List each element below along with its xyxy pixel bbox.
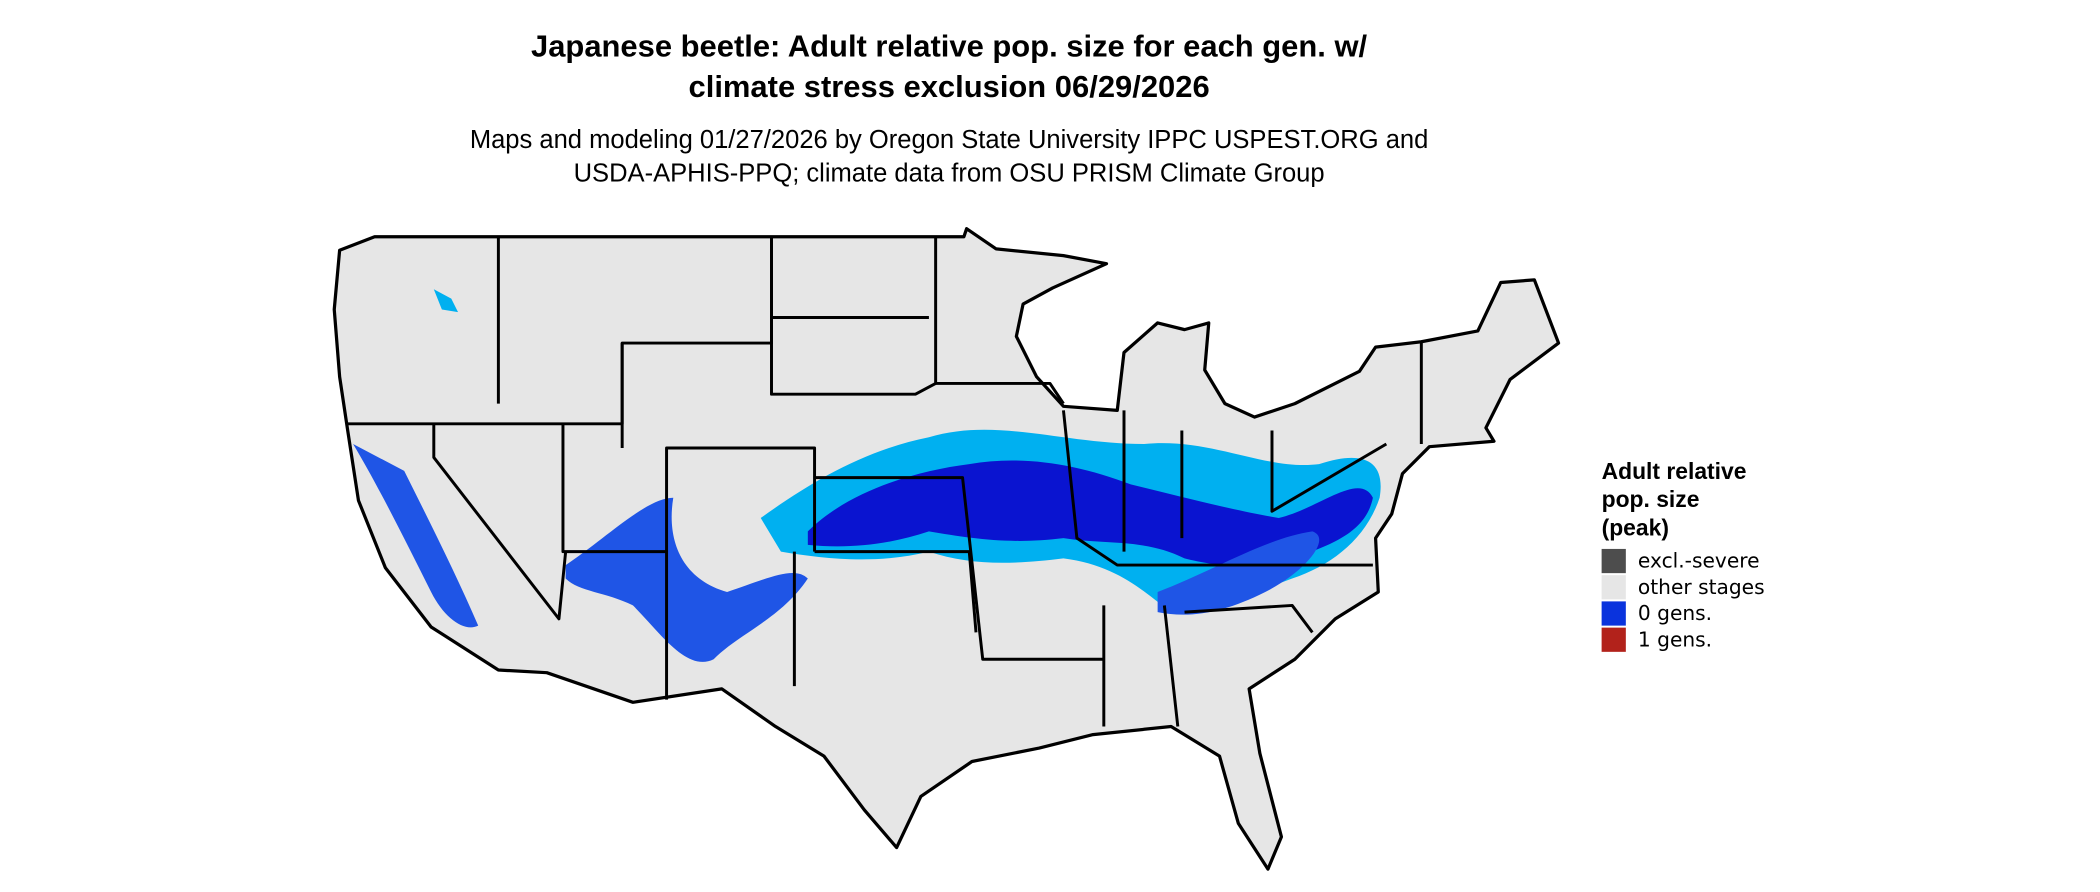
pest-range xyxy=(353,289,1381,662)
range-patch xyxy=(433,289,459,313)
legend-label: 0 gens. xyxy=(1638,601,1712,625)
state-borders xyxy=(347,236,1423,727)
state-border xyxy=(432,423,568,621)
state-border xyxy=(770,236,938,396)
legend-title: pop. size xyxy=(1602,486,1700,512)
legend-swatch xyxy=(1601,548,1626,574)
range-west xyxy=(353,443,479,628)
range-mid xyxy=(1157,531,1320,615)
subtitle-line: USDA-APHIS-PPQ; climate data from OSU PR… xyxy=(574,160,1325,188)
title-line: Japanese beetle: Adult relative pop. siz… xyxy=(531,29,1368,64)
state-border xyxy=(1270,430,1388,513)
state-border xyxy=(561,423,817,554)
state-border xyxy=(935,381,1065,405)
legend-swatch xyxy=(1601,575,1626,600)
range-dark xyxy=(807,460,1373,567)
legend-swatch xyxy=(1601,627,1626,652)
titles: Japanese beetle: Adult relative pop. siz… xyxy=(470,29,1429,188)
legend-title: Adult relative xyxy=(1602,458,1747,484)
state-border xyxy=(1184,603,1314,634)
state-border xyxy=(1061,410,1373,567)
legend-label: excl.-severe xyxy=(1638,549,1760,573)
state-border xyxy=(814,476,1104,661)
legend-swatch xyxy=(1601,601,1626,626)
legend-label: other stages xyxy=(1638,575,1765,599)
state-border xyxy=(1162,605,1180,727)
us-map xyxy=(332,227,1561,871)
legend-title: (peak) xyxy=(1602,514,1669,540)
subtitle-line: Maps and modeling 01/27/2026 by Oregon S… xyxy=(470,126,1429,154)
title-line: climate stress exclusion 06/29/2026 xyxy=(689,69,1210,104)
range-southwest xyxy=(565,497,808,662)
legend-label: 1 gens. xyxy=(1638,627,1712,651)
state-border xyxy=(814,550,978,633)
legend: Adult relative pop. size (peak) excl.-se… xyxy=(1602,458,1765,652)
